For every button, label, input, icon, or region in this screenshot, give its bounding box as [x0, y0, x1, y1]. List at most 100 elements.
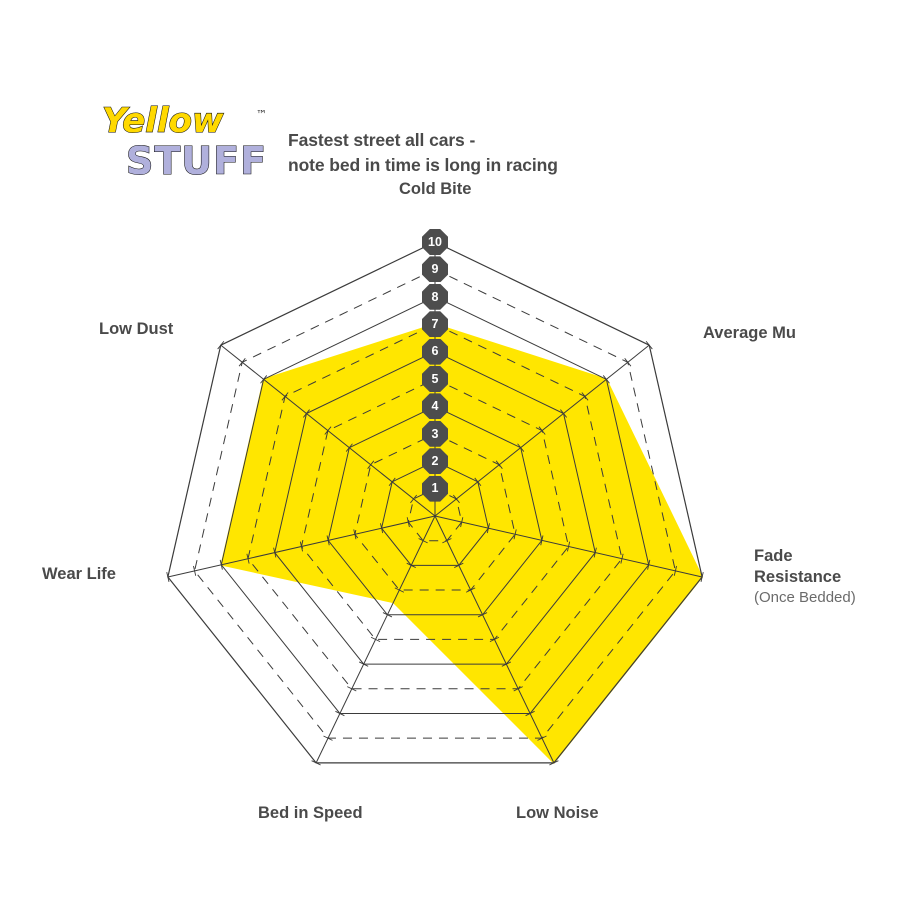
scale-badge-2: 2 — [422, 448, 448, 475]
spoke-tick — [560, 409, 568, 418]
spoke-tick — [281, 392, 289, 401]
spoke-tick — [418, 538, 428, 544]
axis-label-text: Bed in Speed — [258, 804, 363, 822]
grid-ring-8 — [220, 296, 650, 714]
spoke-tick — [193, 565, 197, 576]
trademark-symbol: ™ — [256, 108, 267, 121]
spoke-tick — [486, 523, 490, 534]
scale-badge-6: 6 — [422, 338, 448, 365]
grid-ring-6 — [274, 351, 596, 665]
spoke-tick — [273, 547, 277, 558]
spoke-tick — [581, 392, 589, 401]
axis-label-text-line2: Resistance — [754, 568, 842, 587]
logo-text-yellow: Yellow — [102, 101, 224, 141]
spoke-tick — [442, 538, 452, 544]
spoke-tick — [645, 340, 653, 350]
spoke-tick — [219, 559, 223, 570]
spoke-tick — [700, 572, 704, 582]
spoke-tick — [501, 661, 512, 667]
spoke-tick — [394, 587, 405, 593]
spoke-tick — [324, 426, 332, 435]
spoke-tick — [489, 636, 500, 643]
spoke-tick — [517, 443, 525, 452]
spoke-tick — [323, 735, 333, 741]
spoke-tick — [602, 375, 610, 384]
grid-ring-9 — [194, 268, 676, 739]
axis-label-average-mu: Average Mu — [703, 323, 796, 344]
spoke-tick — [495, 460, 503, 469]
spoke-tick — [166, 572, 170, 582]
spoke-tick — [460, 517, 464, 528]
grid-ring-4 — [327, 405, 543, 616]
scale-badge-5: 5 — [422, 366, 448, 392]
spoke-tick — [367, 460, 375, 469]
spoke-tick — [538, 426, 546, 435]
spoke-tick — [525, 710, 535, 717]
spoke-tick — [549, 760, 559, 766]
axis-label-text: Fade — [754, 547, 793, 565]
spoke-tick — [335, 710, 345, 717]
scale-badge-1: 1 — [422, 475, 448, 502]
axis-label-text: Low Noise — [516, 804, 599, 822]
scale-badge-9: 9 — [422, 256, 448, 283]
spoke-tick — [302, 409, 310, 418]
spoke-tick — [299, 541, 303, 552]
spoke-tick — [474, 477, 482, 487]
axis-label-text: Wear Life — [42, 565, 116, 583]
spoke-tick — [673, 565, 677, 576]
spoke-tick — [406, 517, 410, 528]
scale-badge-4: 4 — [422, 393, 448, 420]
spoke-tick — [454, 562, 464, 568]
spoke-tick — [382, 612, 393, 618]
grid-ring-7 — [247, 323, 623, 690]
spoke-tick — [620, 553, 624, 564]
spoke-tick — [370, 636, 381, 643]
scale-badge-8: 8 — [422, 283, 448, 310]
spoke-tick — [593, 547, 597, 558]
spoke-tick — [326, 535, 330, 546]
series-polygon-0 — [220, 323, 704, 764]
spoke-tick — [345, 443, 353, 452]
axis-label-text: Low Dust — [99, 320, 174, 338]
spoke-tick — [260, 375, 268, 384]
grid-ring-10 — [167, 241, 703, 764]
scale-badge-10: 10 — [422, 229, 448, 255]
spoke-tick — [410, 494, 418, 504]
spoke-tick — [358, 661, 369, 667]
spoke-tick — [465, 587, 476, 593]
logo-text-stuff: STUFF — [126, 139, 267, 183]
grid-ring-1 — [407, 488, 463, 542]
tagline: Fastest street all cars - note bed in ti… — [288, 128, 618, 179]
spoke-tick — [347, 686, 357, 692]
axis-label-cold-bite: Cold Bite — [399, 179, 471, 200]
spoke-tick — [477, 612, 488, 618]
axis-label-low-noise: Low Noise — [516, 803, 599, 824]
spoke-tick — [246, 553, 250, 564]
grid-ring-3 — [354, 433, 516, 591]
spoke-tick — [217, 340, 225, 350]
spoke-tick — [238, 358, 246, 367]
tagline-line-1: Fastest street all cars - — [288, 130, 476, 150]
spoke-tick — [513, 686, 523, 692]
axis-label-bed-in-speed: Bed in Speed — [258, 803, 363, 824]
spoke-tick — [624, 358, 632, 367]
scale-badge-3: 3 — [422, 420, 448, 447]
spoke-tick — [452, 494, 460, 504]
scale-badge-7: 7 — [422, 311, 448, 338]
spoke-tick — [353, 529, 357, 540]
grid-ring-5 — [300, 378, 570, 640]
axis-label-low-dust: Low Dust — [99, 319, 173, 340]
spoke-tick — [380, 523, 384, 534]
spoke-tick — [540, 535, 544, 546]
yellowstuff-logo: .lw-top { font-family: "DejaVu Sans", sa… — [98, 100, 278, 190]
axis-label-fade-resistance: Fade Resistance (Once Bedded) — [754, 546, 856, 607]
spoke-tick — [647, 559, 651, 570]
axis-label-wear-life: Wear Life — [42, 564, 116, 585]
spoke-tick — [311, 760, 321, 766]
spoke-tick — [537, 735, 547, 741]
radar-data-polygon — [220, 323, 704, 764]
radar-grid — [167, 241, 703, 764]
